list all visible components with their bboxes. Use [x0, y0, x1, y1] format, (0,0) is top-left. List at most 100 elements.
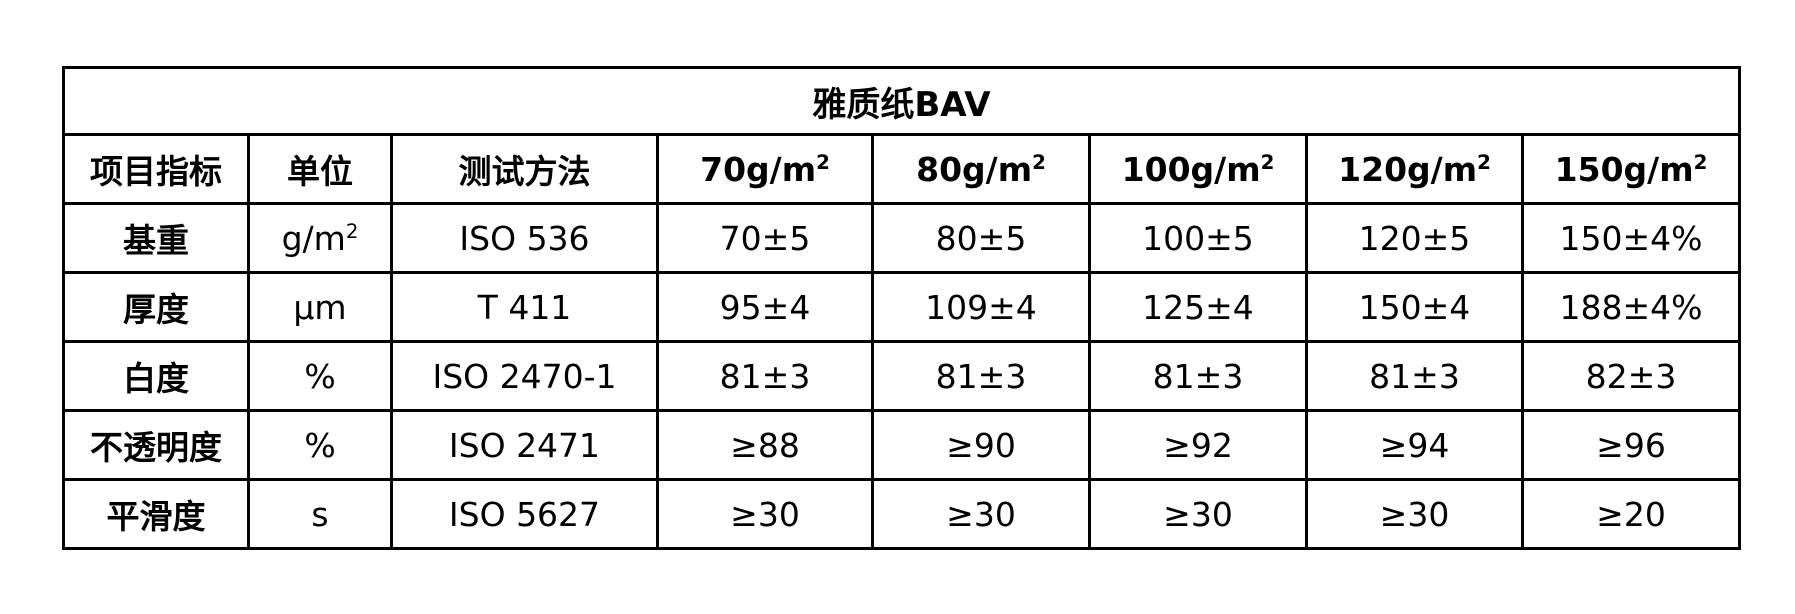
column-header-label: 150g/m [1554, 149, 1694, 189]
value-cell-text: 81±3 [719, 356, 811, 396]
value-cell-text: ≥88 [730, 425, 800, 465]
value-cell: ≥88 [656, 409, 874, 481]
value-cell-text: 95±4 [719, 287, 811, 327]
value-cell-text: ≥20 [1596, 494, 1666, 534]
column-header: 测试方法 [390, 133, 659, 205]
header-row: 项目指标 单位 测试方法 70g/m2 80g/m2 100g/m2 120g/m2 150g… [62, 133, 1741, 205]
value-cell: 100±5 [1088, 202, 1308, 274]
value-cell-text: 109±4 [925, 287, 1037, 327]
method-cell: ISO 2471 [390, 409, 659, 481]
method-cell-text: ISO 2471 [448, 425, 601, 465]
column-header-label: 80g/m [916, 149, 1033, 189]
value-cell-text: ≥30 [1163, 494, 1233, 534]
row-label: 白度 [62, 340, 250, 412]
value-cell-text: 70±5 [719, 218, 811, 258]
column-header: 80g/m2 [871, 133, 1091, 205]
row-label-text: 平滑度 [106, 497, 206, 536]
unit-cell: g/m2 [247, 202, 393, 274]
value-cell: 150±4 [1305, 271, 1524, 343]
unit-cell: % [247, 409, 393, 481]
value-cell: 150±4% [1521, 202, 1741, 274]
value-cell: ≥94 [1305, 409, 1524, 481]
value-cell: 81±3 [656, 340, 874, 412]
value-cell: ≥20 [1521, 478, 1741, 550]
column-header: 150g/m2 [1521, 133, 1741, 205]
method-cell: ISO 536 [390, 202, 659, 274]
value-cell-text: ≥92 [1163, 425, 1233, 465]
value-cell: 82±3 [1521, 340, 1741, 412]
row-label-text: 不透明度 [90, 428, 222, 467]
table-row: 白度% ISO 2470-1 81±3 81±3 81±3 81±3 82±3 [62, 340, 1741, 412]
unit-cell: % [247, 340, 393, 412]
table-row: 厚度 μm T 411 95±4 109±4 125±4 150±4 188±4% [62, 271, 1741, 343]
unit-cell-text: g/m [281, 218, 346, 258]
value-cell: 120±5 [1305, 202, 1524, 274]
value-cell-text: 150±4 [1358, 287, 1471, 327]
value-cell: 125±4 [1088, 271, 1308, 343]
superscript: 2 [345, 219, 359, 243]
value-cell-text: ≥90 [946, 425, 1016, 465]
column-header: 120g/m2 [1305, 133, 1524, 205]
method-cell: T 411 [390, 271, 659, 343]
superscript: 2 [1477, 150, 1491, 174]
method-cell: ISO 2470-1 [390, 340, 659, 412]
row-label: 不透明度 [62, 409, 250, 481]
column-header-label: 项目指标 [90, 152, 222, 191]
method-cell: ISO 5627 [390, 478, 659, 550]
column-header-label: 100g/m [1121, 149, 1261, 189]
value-cell: ≥30 [1088, 478, 1308, 550]
value-cell: 80±5 [871, 202, 1091, 274]
column-header-label: 120g/m [1338, 149, 1478, 189]
value-cell-text: 81±3 [1152, 356, 1244, 396]
row-label: 厚度 [62, 271, 250, 343]
column-header-label: 单位 [287, 152, 353, 191]
superscript: 2 [1260, 150, 1275, 174]
value-cell: ≥92 [1088, 409, 1308, 481]
column-header: 单位 [247, 133, 393, 205]
value-cell-text: 150±4% [1559, 218, 1703, 258]
unit-cell-text: s [311, 494, 329, 534]
method-cell-text: ISO 2470-1 [432, 356, 617, 396]
value-cell-text: ≥30 [946, 494, 1016, 534]
column-header-label: 测试方法 [458, 152, 591, 191]
superscript: 2 [1032, 150, 1046, 174]
superscript: 2 [1693, 150, 1708, 174]
column-header: 100g/m2 [1088, 133, 1308, 205]
column-header: 项目指标 [62, 133, 250, 205]
value-cell: 70±5 [656, 202, 874, 274]
row-label: 基重 [62, 202, 250, 274]
value-cell: 188±4% [1521, 271, 1741, 343]
spec-table: 雅质纸BAV 项目指标 单位 测试方法 70g/m2 80g/m2 100g/m2 120g… [62, 66, 1741, 550]
table-row: 基重 g/m2 ISO 536 70±5 80±5 100±5 120±5 150±4% [62, 202, 1741, 274]
row-label-text: 基重 [123, 221, 189, 260]
value-cell-text: 125±4 [1142, 287, 1254, 327]
value-cell: 109±4 [871, 271, 1091, 343]
method-cell-text: ISO 536 [459, 218, 590, 258]
unit-cell-text: μm [293, 287, 347, 327]
value-cell-text: 81±3 [1369, 356, 1460, 396]
method-cell-text: ISO 5627 [448, 494, 601, 534]
value-cell: ≥30 [656, 478, 874, 550]
title-row: 雅质纸BAV [62, 66, 1741, 136]
table-title: 雅质纸BAV [62, 66, 1741, 136]
value-cell: ≥30 [871, 478, 1091, 550]
value-cell: ≥30 [1305, 478, 1524, 550]
value-cell: 95±4 [656, 271, 874, 343]
table-row: 不透明度% ISO 2471 ≥88 ≥90 ≥92 ≥94 ≥96 [62, 409, 1741, 481]
value-cell: ≥96 [1521, 409, 1741, 481]
value-cell-text: ≥30 [1379, 494, 1450, 534]
value-cell-text: 100±5 [1142, 218, 1254, 258]
value-cell-text: ≥96 [1596, 425, 1666, 465]
value-cell: 81±3 [1088, 340, 1308, 412]
value-cell-text: 120±5 [1358, 218, 1471, 258]
value-cell: ≥90 [871, 409, 1091, 481]
row-label-text: 厚度 [123, 290, 189, 329]
column-header-label: 70g/m [700, 149, 817, 189]
value-cell-text: 81±3 [935, 356, 1027, 396]
value-cell-text: ≥94 [1379, 425, 1450, 465]
column-header: 70g/m2 [656, 133, 874, 205]
superscript: 2 [816, 150, 830, 174]
value-cell-text: 82±3 [1585, 356, 1677, 396]
unit-cell-text: % [304, 425, 336, 465]
value-cell: 81±3 [1305, 340, 1524, 412]
